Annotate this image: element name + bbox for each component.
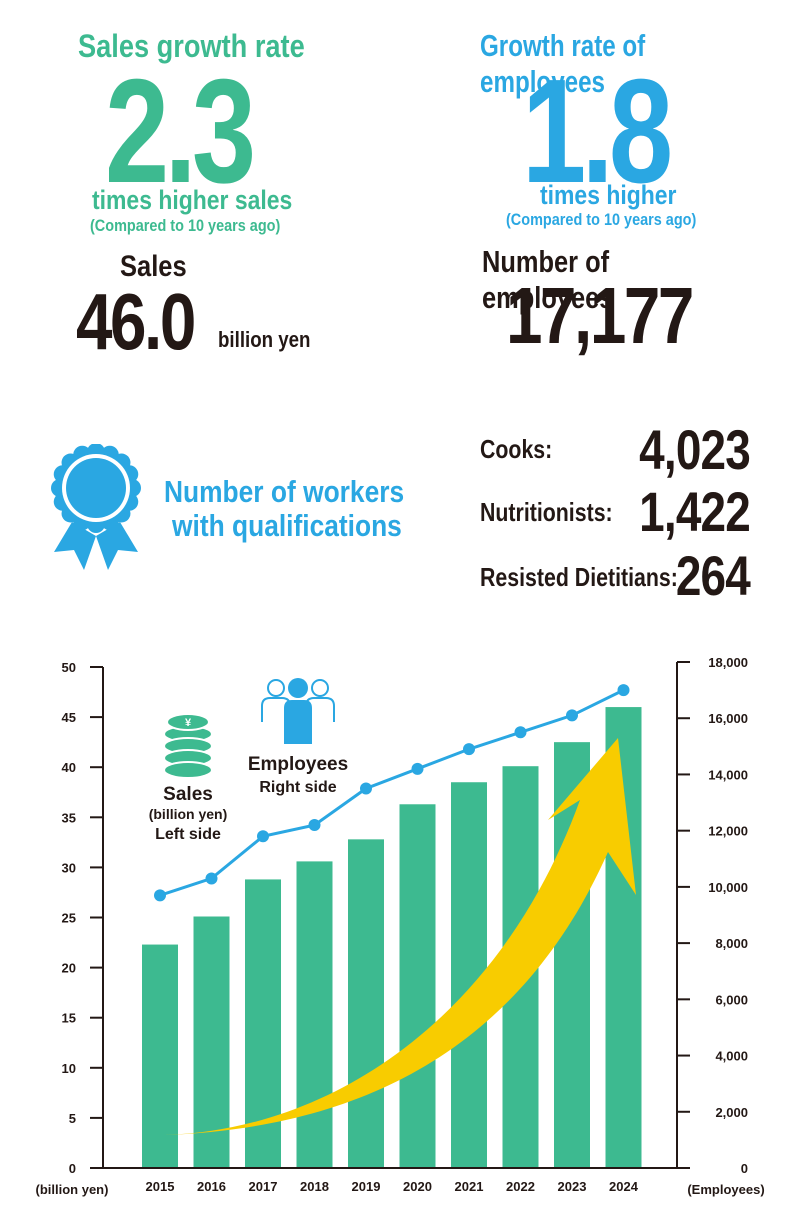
employees-point-2021 bbox=[463, 743, 475, 756]
legend-employees-title: Employees bbox=[248, 754, 348, 775]
employees-point-2019 bbox=[360, 782, 372, 795]
left-tick-label: 5 bbox=[69, 1111, 76, 1126]
left-tick-label: 45 bbox=[62, 710, 76, 725]
employees-point-2023 bbox=[566, 709, 578, 722]
x-tick-label: 2019 bbox=[352, 1179, 381, 1194]
employees-point-2020 bbox=[411, 762, 424, 775]
x-tick-label: 2024 bbox=[609, 1179, 639, 1194]
sales-bar-2020 bbox=[399, 804, 436, 1168]
sales-growth-label: Sales growth rate bbox=[78, 28, 305, 64]
sales-employees-chart: 0 5 10 15 20 25 30 35 40 45 50 0 2,000 4,000 6,000 8,0… bbox=[36, 655, 765, 1197]
employee-growth-description: times higher bbox=[540, 180, 677, 210]
right-tick-label: 16,000 bbox=[708, 711, 748, 726]
x-tick-label: 2018 bbox=[300, 1179, 329, 1194]
right-tick-label: 12,000 bbox=[708, 824, 748, 839]
left-tick-label: 10 bbox=[62, 1061, 76, 1076]
right-tick-label: 8,000 bbox=[715, 936, 748, 951]
people-icon bbox=[261, 678, 335, 744]
sales-growth-note: (Compared to 10 years ago) bbox=[90, 216, 281, 235]
qualifications-title: Number of workers bbox=[164, 474, 405, 509]
x-tick-label: 2023 bbox=[558, 1179, 587, 1194]
sales-unit: billion yen bbox=[218, 327, 311, 352]
right-tick-label: 2,000 bbox=[715, 1105, 748, 1120]
sales-growth-description: times higher sales bbox=[92, 185, 293, 215]
employee-growth-note: (Compared to 10 years ago) bbox=[506, 210, 697, 229]
sales-label: Sales bbox=[120, 250, 187, 283]
right-tick-label: 0 bbox=[741, 1161, 748, 1176]
x-tick-label: 2017 bbox=[249, 1179, 278, 1194]
employees-point-2016 bbox=[205, 872, 218, 885]
right-tick-label: 10,000 bbox=[708, 880, 748, 895]
employees-label: Number of employees bbox=[482, 244, 614, 315]
qualifications-title-line2: with qualifications bbox=[172, 508, 402, 543]
left-axis-unit: (billion yen) bbox=[36, 1182, 109, 1197]
left-tick-label: 30 bbox=[62, 860, 76, 875]
left-tick-label: 40 bbox=[62, 760, 76, 775]
right-tick-label: 18,000 bbox=[708, 655, 748, 670]
left-tick-label: 35 bbox=[62, 810, 76, 825]
sales-bar-2019 bbox=[348, 839, 384, 1168]
dietitians-value: 264 bbox=[675, 544, 751, 607]
right-tick-label: 14,000 bbox=[708, 767, 748, 782]
sales-value: 46.0 bbox=[76, 277, 196, 366]
sales-bar-2016 bbox=[193, 916, 230, 1168]
employee-growth-value: 1.8 bbox=[522, 49, 673, 214]
x-tick-label: 2016 bbox=[197, 1179, 226, 1194]
sales-bar-2015 bbox=[142, 944, 178, 1168]
x-tick-label: 2015 bbox=[146, 1179, 175, 1194]
right-axis-unit: (Employees) bbox=[687, 1182, 764, 1197]
legend-sales-unit: (billion yen) bbox=[149, 806, 228, 822]
employees-value: 17,177 bbox=[506, 271, 694, 360]
employees-line bbox=[159, 688, 625, 897]
cooks-value: 4,023 bbox=[639, 418, 751, 481]
left-tick-label: 50 bbox=[62, 660, 76, 675]
employees-point-2015 bbox=[154, 889, 166, 902]
employees-point-2024 bbox=[617, 684, 630, 697]
employees-point-2018 bbox=[308, 819, 321, 832]
x-tick-label: 2022 bbox=[506, 1179, 535, 1194]
legend-sales-side: Left side bbox=[155, 826, 221, 843]
legend-sales-title: Sales bbox=[163, 784, 213, 805]
right-tick-label: 4,000 bbox=[715, 1049, 748, 1064]
employees-point-2022 bbox=[514, 726, 527, 739]
sales-bar-2018 bbox=[296, 861, 333, 1168]
cooks-label: Cooks: bbox=[480, 434, 553, 464]
legend-employees-side: Right side bbox=[259, 779, 336, 796]
x-tick-label: 2021 bbox=[455, 1179, 484, 1194]
svg-text:¥: ¥ bbox=[185, 717, 192, 729]
left-tick-label: 15 bbox=[62, 1011, 76, 1026]
right-tick-label: 6,000 bbox=[715, 992, 748, 1007]
employee-growth-label: Growth rate of employees bbox=[480, 28, 646, 99]
left-tick-label: 20 bbox=[62, 961, 76, 976]
left-tick-label: 0 bbox=[69, 1161, 76, 1176]
sales-growth-value: 2.3 bbox=[105, 49, 256, 214]
dietitians-label: Resisted Dietitians: bbox=[480, 562, 678, 592]
award-ribbon-icon bbox=[51, 444, 141, 570]
nutritionists-label: Nutritionists: bbox=[480, 497, 613, 527]
coin-stack-icon: ¥ bbox=[163, 713, 213, 779]
employees-point-2017 bbox=[257, 830, 269, 843]
left-tick-label: 25 bbox=[62, 911, 76, 926]
nutritionists-value: 1,422 bbox=[639, 480, 751, 543]
growth-arrow bbox=[165, 738, 636, 1135]
x-tick-label: 2020 bbox=[403, 1179, 432, 1194]
